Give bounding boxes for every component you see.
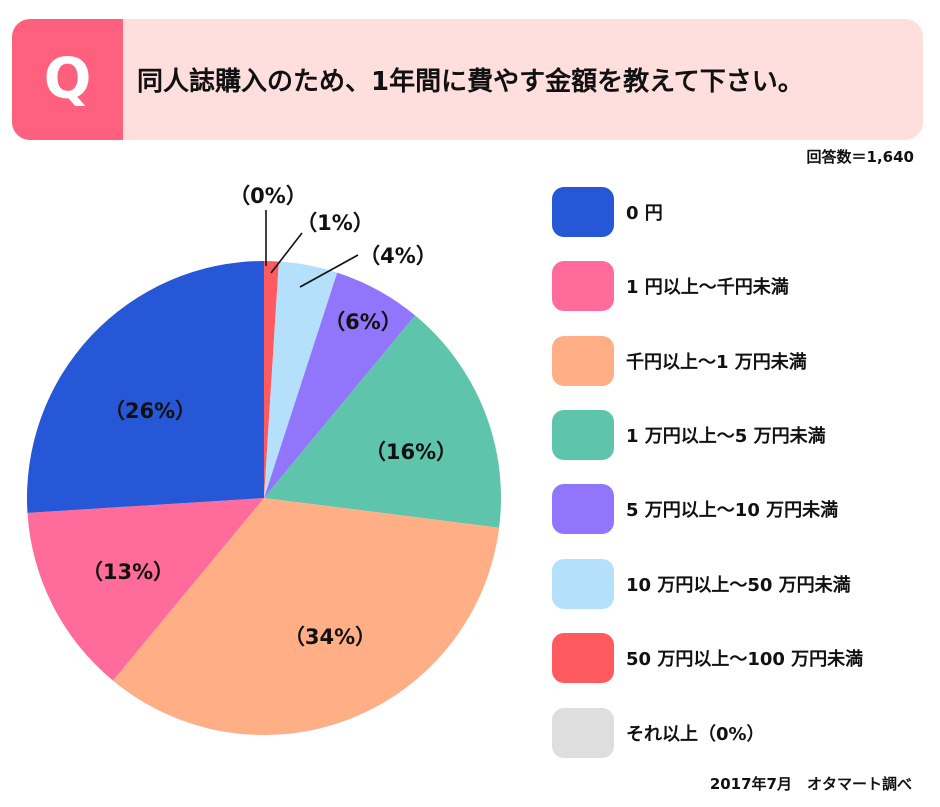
- legend-label: 千円以上～1 万円未満: [626, 352, 807, 373]
- pie-slice: [112, 498, 500, 736]
- legend-swatch: [552, 187, 614, 237]
- pie-slice: [264, 272, 416, 498]
- pie-slices: [26, 261, 501, 736]
- legend-item-500000-to-1000000: 50 万円以上～100 万円未満: [552, 633, 863, 683]
- legend-swatch: [552, 336, 614, 386]
- legend-label: 1 万円以上～5 万円未満: [626, 426, 826, 447]
- q-badge: Q: [12, 19, 123, 140]
- legend-label: それ以上（0%）: [626, 724, 765, 745]
- source-note: 2017年7月 オタマート調べ: [709, 775, 912, 793]
- slice-label-0pct: （0%）: [229, 184, 307, 208]
- legend-item-50000-to-100000: 5 万円以上～10 万円未満: [552, 484, 838, 534]
- legend-label: 50 万円以上～100 万円未満: [626, 649, 864, 670]
- legend-swatch: [552, 484, 614, 534]
- legend-item-more: それ以上（0%）: [552, 708, 765, 758]
- leader-line-1pct: [270, 232, 303, 274]
- legend-label: 1 円以上～千円未満: [626, 277, 789, 298]
- slice-label-26pct: （26%）: [103, 399, 197, 423]
- leader-line-4pct: [299, 254, 359, 288]
- slice-label-4pct: （4%）: [359, 244, 437, 268]
- pie-slice: [264, 261, 279, 498]
- legend-swatch: [552, 633, 614, 683]
- legend-label: 0 円: [626, 203, 663, 224]
- question-title: 同人誌購入のため、1年間に費やす金額を教えて下さい。: [137, 67, 804, 97]
- respondent-count: 回答数＝1,640: [806, 148, 914, 166]
- pie-slice: [264, 315, 501, 528]
- slice-label-1pct: （1%）: [296, 211, 374, 235]
- question-header: Q 同人誌購入のため、1年間に費やす金額を教えて下さい。: [12, 19, 923, 140]
- legend-label: 5 万円以上～10 万円未満: [626, 500, 839, 521]
- pie-svg: [26, 210, 501, 736]
- slice-label-6pct: （6%）: [324, 310, 402, 334]
- legend-item-10000-to-50000: 1 万円以上～5 万円未満: [552, 410, 826, 460]
- slice-label-16pct: （16%）: [364, 440, 458, 464]
- pie-chart: （0%） （1%） （4%） （6%） （16%） （34%） （13%） （2…: [26, 184, 501, 736]
- slice-label-34pct: （34%）: [283, 625, 377, 649]
- slice-label-13pct: （13%）: [81, 560, 175, 584]
- legend-item-100000-to-500000: 10 万円以上～50 万円未満: [552, 559, 851, 609]
- pie-slice: [26, 261, 264, 513]
- pie-slice: [27, 498, 264, 681]
- legend-item-1-to-1000: 1 円以上～千円未満: [552, 261, 789, 311]
- pie-slice: [264, 261, 338, 498]
- legend-swatch: [552, 559, 614, 609]
- legend-swatch: [552, 261, 614, 311]
- legend-item-1000-to-10000: 千円以上～1 万円未満: [552, 336, 807, 386]
- legend-item-0yen: 0 円: [552, 187, 663, 237]
- q-letter: Q: [43, 46, 92, 112]
- legend-label: 10 万円以上～50 万円未満: [626, 575, 851, 596]
- legend-swatch: [552, 708, 614, 758]
- legend-swatch: [552, 410, 614, 460]
- leader-lines: [265, 210, 359, 288]
